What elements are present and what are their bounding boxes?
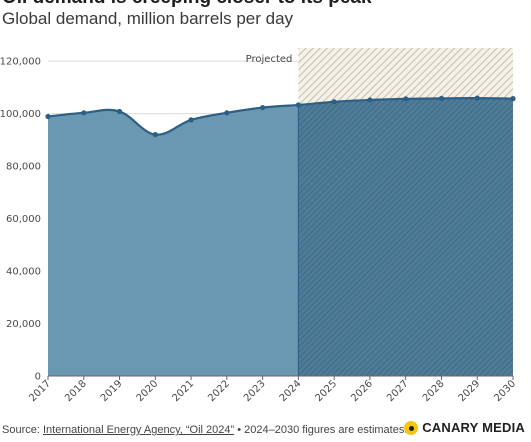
x-tick-label: 2026 [349,378,375,404]
projected-area [298,98,513,376]
data-point [188,117,194,123]
chart-title: Oil demand is creeping closer to its pea… [2,0,372,9]
oil-demand-chart: 0 20,000 40,000 60,000 80,000 100,000 120,000 2… [0,48,518,404]
data-point [510,96,516,102]
projected-label: Projected [246,54,293,65]
x-tick-label: 2018 [63,378,89,404]
estimate-note: • 2024–2030 figures are estimates. [234,424,408,436]
x-tick-label: 2024 [278,378,304,404]
data-point [152,131,158,138]
x-tick-label: 2027 [385,378,411,404]
x-tick-label: 2019 [99,378,125,404]
y-tick-label: 120,000 [0,57,41,68]
data-point [403,96,409,102]
y-tick-label: 20,000 [6,319,41,330]
x-tick-label: 2030 [492,378,518,404]
data-point [81,110,87,116]
y-tick-label: 80,000 [6,162,41,173]
x-tick-label: 2028 [421,378,447,404]
x-tick-label: 2029 [457,378,483,404]
y-tick-label: 40,000 [6,267,41,278]
y-tick-label: 100,000 [0,109,41,120]
demand-line [47,97,514,136]
y-tick-label: 0 [35,372,41,383]
y-tick-label: 60,000 [6,214,41,225]
x-tick-label: 2020 [135,378,161,404]
chart-subtitle: Global demand, million barrels per day [2,9,294,28]
data-point [331,99,337,105]
data-point [45,113,51,120]
source-note: Source: International Energy Agency, “Oi… [2,424,407,436]
x-tick-label: 2023 [242,378,268,404]
brand-name: CANARY MEDIA [422,420,525,435]
source-prefix: Source: [2,424,40,436]
canary-media-logo: CANARY MEDIA [404,420,525,435]
data-point [295,102,301,108]
source-link[interactable]: International Energy Agency, “Oil 2024” [42,424,235,436]
data-point [116,108,123,115]
data-point [474,95,480,101]
x-tick-label: 2025 [313,378,339,404]
x-tick-label: 2021 [170,378,196,404]
data-point [224,110,230,116]
data-point [367,97,373,103]
data-point [438,95,445,101]
x-tick-label: 2017 [27,378,53,404]
canary-logo-icon [404,420,419,435]
x-tick-label: 2022 [206,378,232,404]
data-point [260,104,266,111]
